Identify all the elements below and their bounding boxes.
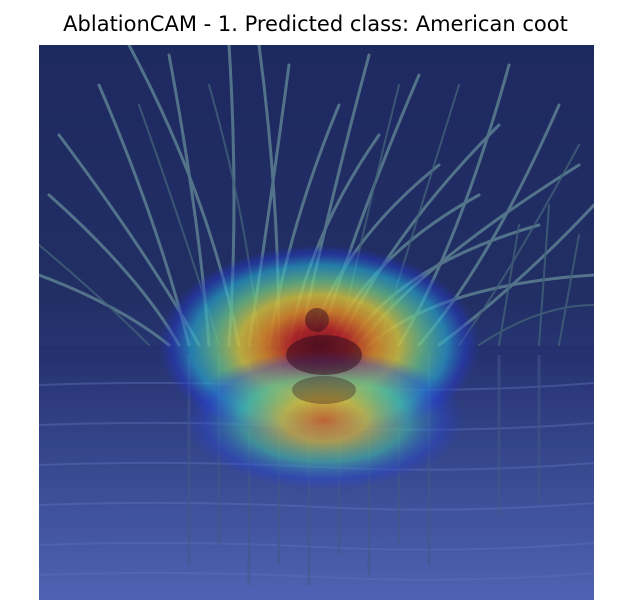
heatmap-overlay-graphic <box>39 45 594 600</box>
figure-title: AblationCAM - 1. Predicted class: Americ… <box>63 12 568 36</box>
cam-overlay-image <box>39 45 594 600</box>
